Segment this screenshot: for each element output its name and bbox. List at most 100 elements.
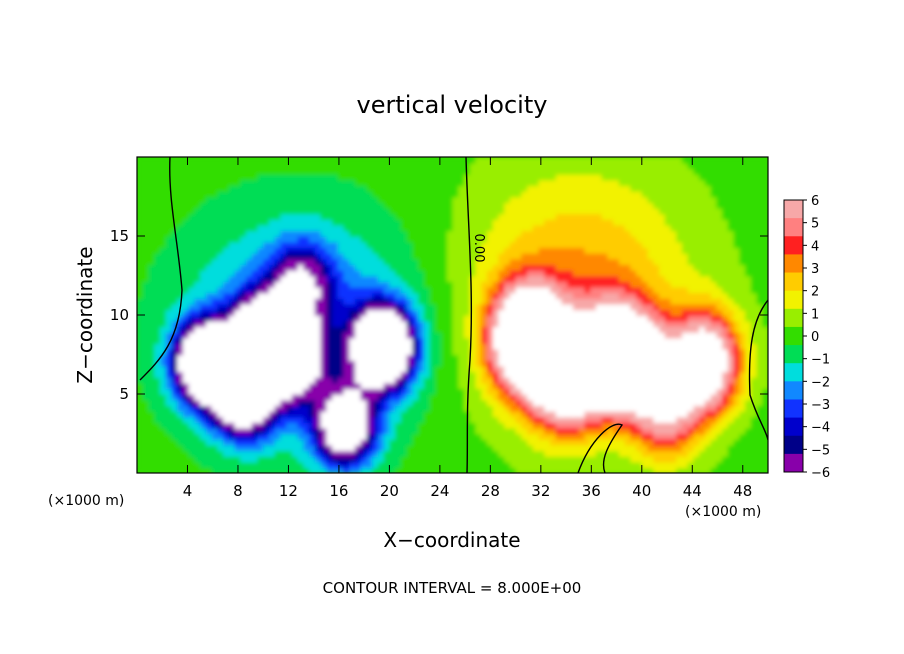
heatmap-cell [423,173,431,181]
heatmap-cell [354,456,362,463]
heatmap-cell [458,275,465,282]
heatmap-cell [400,157,408,164]
heatmap-cell [251,410,259,418]
heatmap-cell [165,382,173,390]
heatmap-cell [257,422,264,429]
heatmap-cell [572,320,580,328]
heatmap-cell [630,162,637,170]
heatmap-cell [423,219,431,226]
heatmap-cell [395,444,402,452]
heatmap-cell [343,162,351,170]
heatmap-cell [263,292,270,299]
heatmap-cell [188,286,196,294]
heatmap-cell [578,456,586,463]
heatmap-plot-area [137,157,768,473]
heatmap-cell [486,456,494,463]
heatmap-cell [561,422,569,429]
heatmap-cell [590,315,597,322]
heatmap-cell [286,269,293,277]
heatmap-cell [613,269,620,277]
heatmap-cell [475,360,482,367]
heatmap-cell [240,264,247,271]
heatmap-cell [515,337,523,345]
heatmap-cell [561,399,569,407]
heatmap-cell [452,241,460,249]
heatmap-cell [377,162,385,170]
heatmap-cell [165,354,173,361]
heatmap-cell [320,298,328,305]
heatmap-cell [303,190,310,198]
heatmap-cell [572,185,580,192]
heatmap-cell [291,247,299,254]
heatmap-cell [452,439,460,446]
heatmap-cell [337,388,345,395]
heatmap-cell [366,219,373,226]
heatmap-cell [458,360,465,367]
heatmap-cell [441,236,448,243]
heatmap-cell [492,275,500,282]
heatmap-cell [349,207,356,215]
heatmap-cell [349,354,356,361]
heatmap-cell [326,331,333,339]
heatmap-cell [532,179,540,187]
heatmap-cell [463,320,471,328]
heatmap-cell [182,236,190,243]
heatmap-cell [343,230,351,237]
heatmap-cell [297,388,305,395]
heatmap-cell [326,281,333,288]
heatmap-cell [395,213,402,220]
heatmap-cell [584,219,591,226]
heatmap-cell [383,382,391,390]
heatmap-cell [532,202,540,209]
heatmap-cell [486,326,494,333]
heatmap-cell [624,444,632,452]
heatmap-cell [613,377,620,384]
heatmap-cell [223,303,230,311]
heatmap-cell [486,185,494,192]
heatmap-cell [309,230,316,237]
heatmap-cell [567,202,574,209]
heatmap-cell [423,427,431,435]
heatmap-cell [245,461,253,469]
heatmap-cell [550,269,557,277]
heatmap-cell [481,320,488,328]
heatmap-cell [595,354,603,361]
heatmap-cell [200,224,207,232]
heatmap-cell [251,343,259,350]
heatmap-cell [200,354,207,361]
heatmap-cell [297,461,305,469]
heatmap-cell [469,343,477,350]
heatmap-cell [492,320,500,328]
heatmap-cell [618,337,626,345]
heatmap-cell [435,439,442,446]
heatmap-cell [452,427,460,435]
heatmap-cell [561,264,569,271]
heatmap-cell [303,269,310,277]
heatmap-cell [228,269,236,277]
heatmap-cell [182,422,190,429]
heatmap-cell [578,264,586,271]
heatmap-cell [601,326,609,333]
heatmap-cell [641,157,649,164]
heatmap-cell [400,292,408,299]
heatmap-cell [349,219,356,226]
heatmap-cell [578,258,586,266]
heatmap-cell [234,450,242,457]
heatmap-cell [320,236,328,243]
heatmap-cell [636,444,643,452]
heatmap-cell [389,439,396,446]
heatmap-cell [572,399,580,407]
heatmap-cell [251,173,259,181]
heatmap-cell [291,258,299,266]
heatmap-cell [137,439,144,446]
heatmap-cell [504,410,511,418]
heatmap-cell [326,190,333,198]
heatmap-cell [601,354,609,361]
heatmap-cell [463,275,471,282]
heatmap-cell [286,179,293,187]
heatmap-cell [406,157,414,164]
heatmap-cell [607,331,614,339]
heatmap-cell [349,410,356,418]
heatmap-cell [257,252,264,260]
heatmap-cell [274,377,282,384]
